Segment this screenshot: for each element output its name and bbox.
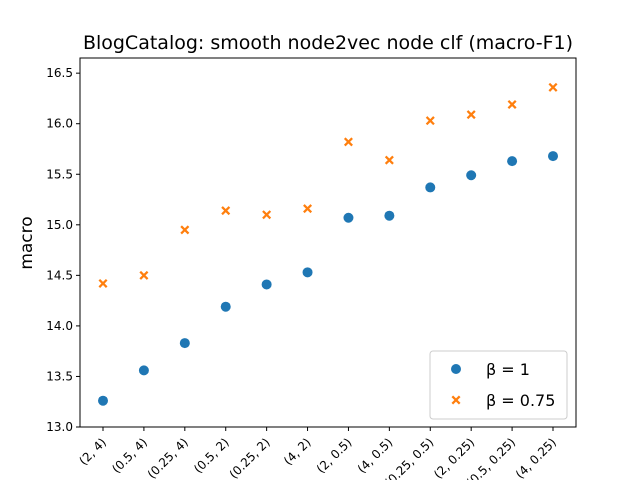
- data-point: [138, 365, 149, 376]
- y-tick-label: 13.5: [46, 369, 73, 383]
- data-point: [179, 338, 190, 349]
- data-point: [220, 301, 231, 312]
- x-tick-label: (0.25, 4): [145, 435, 191, 480]
- data-point: [180, 225, 190, 235]
- x-tick-label: (4, 0.25): [513, 435, 559, 480]
- data-point: [343, 212, 354, 223]
- legend-label: β = 1: [486, 360, 530, 379]
- data-point: [466, 110, 476, 120]
- y-tick-label: 15.5: [46, 167, 73, 181]
- plot-frame: [79, 57, 577, 428]
- legend-box: [429, 350, 568, 420]
- data-point: [507, 100, 517, 110]
- x-tick-label: (0.5, 2): [191, 435, 232, 476]
- data-point: [548, 82, 558, 92]
- data-point: [139, 270, 149, 280]
- chart-title: BlogCatalog: smooth node2vec node clf (m…: [83, 32, 573, 54]
- data-point: [98, 395, 108, 406]
- legend: β = 1 β = 0.75: [429, 350, 568, 420]
- data-point: [466, 170, 477, 181]
- x-axis: (2, 4) (0.5, 4)(0.25, 4) (0.5, 2)(0.25, 2)…: [76, 427, 559, 480]
- data-point: [425, 182, 436, 193]
- data-point: [261, 279, 272, 290]
- data-series: [98, 82, 558, 406]
- data-point: [302, 267, 313, 278]
- y-tick-label: 16.5: [46, 66, 73, 80]
- data-point: [507, 156, 518, 167]
- series-1: [98, 151, 558, 406]
- x-tick-label: (4, 0.5): [355, 435, 396, 476]
- x-tick-label: (4, 2): [281, 435, 314, 468]
- data-point: [262, 210, 272, 220]
- data-point: [384, 155, 394, 165]
- legend-marker: [451, 364, 461, 374]
- series-2: [98, 82, 558, 288]
- y-tick-label: 14.0: [46, 319, 73, 333]
- data-point: [548, 151, 558, 162]
- x-tick-label: (0.25, 2): [227, 435, 273, 480]
- x-tick-label: (2, 0.5): [314, 435, 355, 476]
- y-axis: 13.0 13.5 14.0 14.5 15.0 15.5 16.0 16.5: [46, 66, 80, 434]
- y-tick-label: 15.0: [46, 218, 73, 232]
- legend-marker: [451, 395, 461, 405]
- y-axis-label: macro: [17, 216, 37, 269]
- x-tick-label: (2, 4): [76, 435, 109, 468]
- x-tick-label: (0.5, 4): [109, 435, 150, 476]
- data-point: [221, 206, 231, 216]
- data-point: [98, 278, 108, 288]
- data-point: [343, 137, 353, 147]
- y-tick-label: 16.0: [46, 117, 73, 131]
- plot-area: [79, 57, 577, 428]
- data-point: [425, 116, 435, 126]
- data-point: [384, 210, 395, 221]
- y-tick-label: 14.5: [46, 268, 73, 282]
- legend-label: β = 0.75: [486, 391, 555, 410]
- y-tick-label: 13.0: [46, 420, 73, 434]
- data-point: [303, 204, 313, 214]
